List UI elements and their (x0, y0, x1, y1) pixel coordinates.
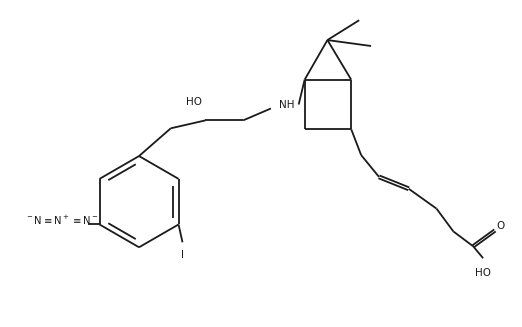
Text: $\mathregular{^-}$N$\mathregular{{\equiv}}$N$\mathregular{^+}{\equiv}$N$\mathreg: $\mathregular{^-}$N$\mathregular{{\equiv… (25, 214, 99, 227)
Text: HO: HO (186, 97, 201, 108)
Text: O: O (497, 221, 505, 232)
Text: NH: NH (279, 99, 294, 110)
Text: I: I (181, 250, 184, 260)
Text: HO: HO (475, 268, 491, 278)
